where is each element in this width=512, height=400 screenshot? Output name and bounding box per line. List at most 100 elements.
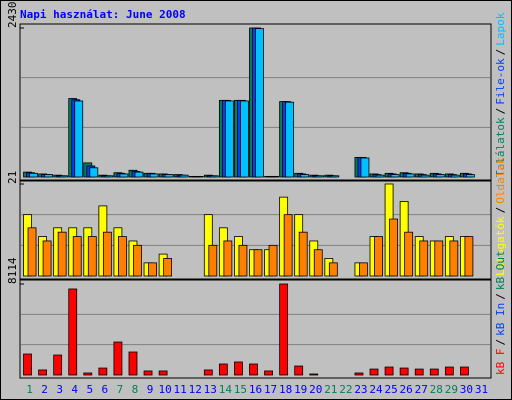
x-tick-label: 25 [384,383,397,396]
bar [74,100,84,178]
x-tick-label: 2 [41,383,48,396]
legend-item: kB In [494,303,507,336]
bar [253,249,263,277]
bar [163,258,173,277]
bar [268,244,278,277]
legend-item: Lapok [494,12,507,45]
bar [44,174,53,178]
bar [294,365,304,376]
bar [450,174,460,178]
x-tick-label: 22 [339,383,352,396]
bar [449,240,459,277]
legend: kB F / kB In / kB Out [494,250,507,375]
bar [285,101,295,178]
x-tick-label: 1 [26,383,33,396]
bar [133,244,142,277]
legend: Találatok / File-ok / Lapok [494,12,507,177]
legend-separator: / [494,207,507,214]
bar [134,171,144,178]
bar [143,370,153,376]
x-tick-label: 19 [294,383,307,396]
bar [354,372,364,376]
x-tick-label: 29 [445,383,458,396]
bar [158,370,168,376]
bar [119,173,129,178]
bar [359,262,368,277]
legend-separator: / [494,339,507,346]
bar [444,366,454,376]
x-tick-label: 14 [219,383,233,396]
x-tick-label: 10 [158,383,171,396]
y-tick-label: 8114 [6,257,19,284]
chart-title: Napi használat: June 2008 [20,8,186,21]
bar [89,167,99,178]
bar [414,368,424,376]
bar [87,236,97,277]
legend-item: File-ok [494,58,507,105]
x-tick-label: 17 [264,383,277,396]
bar [360,157,370,178]
bar [270,175,279,178]
bar [164,174,174,178]
bar [298,231,308,277]
x-tick-label: 18 [279,383,292,396]
bar [223,240,233,277]
x-tick-label: 7 [117,383,124,396]
bar [309,373,319,376]
x-tick-label: 9 [147,383,154,396]
bar [374,236,383,277]
bar [23,353,32,376]
x-tick-label: 30 [460,383,473,396]
bar [57,231,67,277]
bar [42,240,52,277]
y-tick-label: 2430 [6,2,19,29]
legend-item: kB F [494,349,507,376]
x-tick-label: 6 [102,383,109,396]
bar [330,175,340,178]
bar [179,174,189,178]
bar [104,175,114,178]
legend-separator: / [494,108,507,115]
bar [29,172,38,178]
bar [375,174,385,178]
x-tick-label: 26 [400,383,413,396]
x-tick-label: 31 [475,383,488,396]
bar [429,368,439,376]
bar [194,175,204,178]
bar [128,351,138,376]
bar [435,174,445,178]
bar [249,363,258,376]
x-tick-label: 4 [71,383,78,396]
bar [264,370,273,376]
legend-item: kB Out [494,250,507,290]
bar [238,244,248,277]
x-tick-label: 5 [86,383,93,396]
x-tick-label: 8 [132,383,139,396]
legend-item: Látogatók [494,216,507,276]
x-tick-label: 21 [324,383,337,396]
bar [72,236,82,277]
bar [240,100,249,178]
bar [466,174,475,178]
bar [279,283,289,376]
bar [149,173,159,178]
bar [148,262,157,277]
bar [464,236,474,277]
bar [38,369,47,376]
bar [404,231,414,277]
bar [434,240,444,277]
legend: Látogatók / Oldalak [494,157,507,276]
x-tick-label: 23 [354,383,367,396]
x-tick-label: 11 [174,383,187,396]
x-tick-label: 24 [369,383,383,396]
bar [315,175,325,178]
bar [255,28,264,178]
legend-separator: / [494,49,507,56]
bar [203,369,213,376]
bar [209,175,219,178]
bar [234,361,243,376]
bar [118,236,127,277]
bar [369,368,379,376]
bar [113,341,123,376]
x-tick-label: 28 [430,383,443,396]
